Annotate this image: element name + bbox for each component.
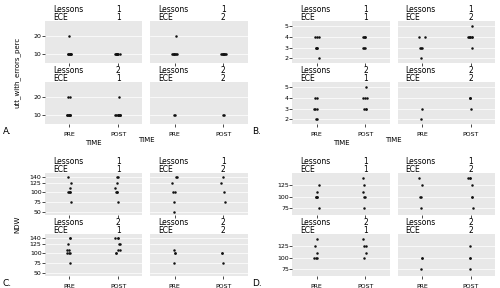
Text: 2: 2	[468, 218, 473, 227]
Text: ECE: ECE	[158, 74, 173, 83]
Text: D.: D.	[252, 279, 262, 288]
Text: Lessons: Lessons	[53, 218, 83, 227]
Text: ECE: ECE	[158, 226, 173, 235]
Text: Lessons: Lessons	[406, 218, 436, 227]
Text: 2: 2	[363, 66, 368, 75]
Text: 1: 1	[363, 157, 368, 166]
Text: NDW: NDW	[14, 216, 20, 234]
Text: B.: B.	[252, 127, 262, 137]
Text: 1: 1	[116, 165, 120, 174]
X-axis label: TIME: TIME	[332, 140, 349, 146]
Text: 2: 2	[468, 13, 473, 22]
Text: 2: 2	[221, 74, 226, 83]
Text: ECE: ECE	[53, 74, 68, 83]
Text: Lessons: Lessons	[300, 157, 330, 166]
Text: 1: 1	[363, 5, 368, 14]
Text: 1: 1	[116, 5, 120, 14]
Text: ECE: ECE	[53, 165, 68, 174]
Text: Lessons: Lessons	[158, 66, 188, 75]
Text: Lessons: Lessons	[158, 218, 188, 227]
Text: utt_with_errors_perc: utt_with_errors_perc	[14, 37, 21, 108]
Text: 1: 1	[363, 226, 368, 235]
Text: ECE: ECE	[300, 165, 315, 174]
Text: 2: 2	[221, 13, 226, 22]
Text: 2: 2	[221, 165, 226, 174]
Text: Lessons: Lessons	[406, 66, 436, 75]
Text: ECE: ECE	[53, 13, 68, 22]
Text: 2: 2	[116, 66, 120, 75]
Text: 2: 2	[468, 226, 473, 235]
Text: ECE: ECE	[53, 226, 68, 235]
Text: TIME: TIME	[138, 137, 154, 143]
Text: 2: 2	[468, 165, 473, 174]
Text: Lessons: Lessons	[300, 66, 330, 75]
Text: Lessons: Lessons	[53, 5, 83, 14]
Text: Lessons: Lessons	[406, 157, 436, 166]
Text: 1: 1	[221, 5, 226, 14]
Text: 2: 2	[468, 74, 473, 83]
Text: Lessons: Lessons	[158, 157, 188, 166]
X-axis label: TIME: TIME	[86, 140, 102, 146]
Text: 2: 2	[116, 218, 120, 227]
Text: Lessons: Lessons	[300, 5, 330, 14]
Text: 1: 1	[363, 13, 368, 22]
Text: ECE: ECE	[158, 165, 173, 174]
Text: 2: 2	[363, 218, 368, 227]
Text: 1: 1	[468, 5, 473, 14]
Text: Lessons: Lessons	[53, 157, 83, 166]
Text: 1: 1	[116, 74, 120, 83]
Text: Lessons: Lessons	[406, 5, 436, 14]
Text: ECE: ECE	[300, 13, 315, 22]
Text: Lessons: Lessons	[53, 66, 83, 75]
Text: 1: 1	[363, 74, 368, 83]
Text: 1: 1	[468, 157, 473, 166]
Text: TIME: TIME	[386, 137, 402, 143]
Text: ECE: ECE	[300, 226, 315, 235]
Text: ECE: ECE	[300, 74, 315, 83]
Text: 1: 1	[116, 226, 120, 235]
Text: A.: A.	[2, 127, 12, 137]
Text: 1: 1	[116, 13, 120, 22]
Text: Lessons: Lessons	[158, 5, 188, 14]
Text: 1: 1	[363, 165, 368, 174]
Text: ECE: ECE	[158, 13, 173, 22]
Text: 1: 1	[221, 157, 226, 166]
Text: ECE: ECE	[406, 13, 420, 22]
Text: 2: 2	[468, 66, 473, 75]
Text: 2: 2	[221, 218, 226, 227]
Text: ECE: ECE	[406, 226, 420, 235]
Text: C.: C.	[2, 279, 12, 288]
Text: 2: 2	[221, 226, 226, 235]
Text: 1: 1	[116, 157, 120, 166]
Text: 2: 2	[221, 66, 226, 75]
Text: ECE: ECE	[406, 165, 420, 174]
Text: Lessons: Lessons	[300, 218, 330, 227]
Text: ECE: ECE	[406, 74, 420, 83]
